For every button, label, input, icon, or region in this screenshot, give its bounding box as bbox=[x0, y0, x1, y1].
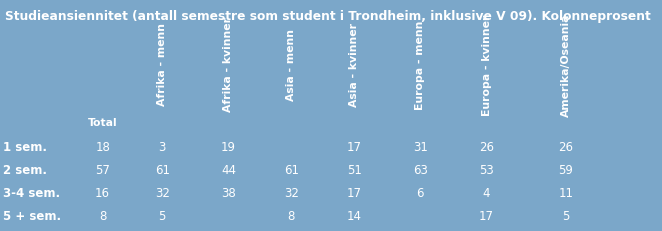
Text: Amerika/Oseania: Amerika/Oseania bbox=[561, 13, 571, 116]
Text: Europa - menn: Europa - menn bbox=[415, 20, 426, 109]
Text: 31: 31 bbox=[413, 140, 428, 153]
Text: 26: 26 bbox=[559, 140, 573, 153]
Text: 4: 4 bbox=[483, 186, 491, 199]
Text: 1 sem.: 1 sem. bbox=[3, 140, 47, 153]
Text: 17: 17 bbox=[347, 140, 361, 153]
Text: 5: 5 bbox=[562, 210, 570, 222]
Text: 59: 59 bbox=[559, 163, 573, 176]
Text: Asia - menn: Asia - menn bbox=[286, 29, 297, 100]
Text: 17: 17 bbox=[479, 210, 494, 222]
Text: 44: 44 bbox=[221, 163, 236, 176]
Text: 26: 26 bbox=[479, 140, 494, 153]
Text: 51: 51 bbox=[347, 163, 361, 176]
Text: 53: 53 bbox=[479, 163, 494, 176]
Text: Europa - kvinner: Europa - kvinner bbox=[481, 14, 492, 115]
Text: 8: 8 bbox=[287, 210, 295, 222]
Text: Studieansiennitet (antall semestre som student i Trondheim, inklusive V 09). Kol: Studieansiennitet (antall semestre som s… bbox=[5, 10, 651, 23]
Text: 32: 32 bbox=[284, 186, 299, 199]
Text: 63: 63 bbox=[413, 163, 428, 176]
Text: 6: 6 bbox=[416, 186, 424, 199]
Text: 32: 32 bbox=[155, 186, 169, 199]
Text: Total: Total bbox=[88, 117, 117, 128]
Text: 5 + sem.: 5 + sem. bbox=[3, 210, 62, 222]
Text: 61: 61 bbox=[155, 163, 169, 176]
Text: 16: 16 bbox=[95, 186, 110, 199]
Text: 3-4 sem.: 3-4 sem. bbox=[3, 186, 60, 199]
Text: 18: 18 bbox=[95, 140, 110, 153]
Text: 3: 3 bbox=[158, 140, 166, 153]
Text: 38: 38 bbox=[221, 186, 236, 199]
Text: 57: 57 bbox=[95, 163, 110, 176]
Text: 19: 19 bbox=[221, 140, 236, 153]
Text: Afrika - menn: Afrika - menn bbox=[157, 23, 167, 106]
Text: 14: 14 bbox=[347, 210, 361, 222]
Text: 61: 61 bbox=[284, 163, 299, 176]
Text: Afrika - kvinner: Afrika - kvinner bbox=[223, 17, 234, 112]
Text: 11: 11 bbox=[559, 186, 573, 199]
Text: Asia - kvinner: Asia - kvinner bbox=[349, 23, 359, 106]
Text: 5: 5 bbox=[158, 210, 166, 222]
Text: 2 sem.: 2 sem. bbox=[3, 163, 47, 176]
Text: 8: 8 bbox=[99, 210, 107, 222]
Text: 17: 17 bbox=[347, 186, 361, 199]
